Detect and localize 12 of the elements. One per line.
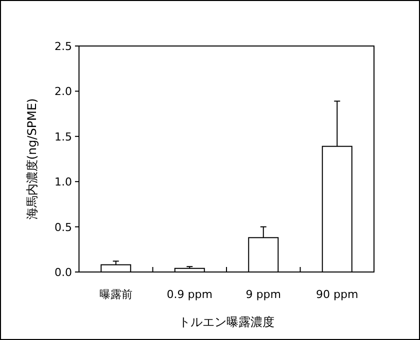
y-axis-title: 海馬内濃度(ng/SPME) [25, 98, 39, 220]
x-tick-label: 9 ppm [246, 288, 281, 301]
x-tick-label: 0.9 ppm [166, 288, 212, 301]
x-axis-title: トルエン曝露濃度 [178, 315, 274, 329]
y-tick-label: 2.0 [54, 85, 72, 98]
y-tick-label: 0.0 [54, 266, 72, 279]
y-tick-label: 0.5 [54, 220, 72, 234]
x-tick-label: 曝露前 [99, 288, 132, 301]
x-tick-label: 90 ppm [316, 288, 358, 301]
y-tick-label: 1.0 [54, 176, 72, 189]
y-tick-label: 1.5 [54, 130, 72, 144]
y-tick-label: 2.5 [54, 40, 72, 53]
